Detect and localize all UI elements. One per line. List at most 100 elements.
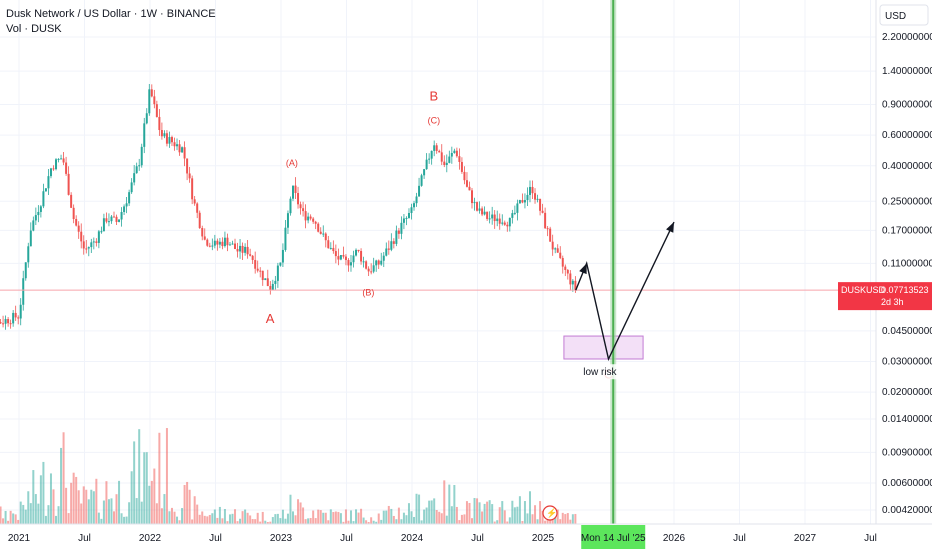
price-tick-label: 0.60000000 xyxy=(882,130,932,141)
volume-bar xyxy=(367,522,370,524)
volume-bar xyxy=(244,509,247,524)
volume-bar xyxy=(286,513,289,524)
volume-bar xyxy=(324,512,327,524)
candle-body xyxy=(387,248,390,250)
candle-body xyxy=(372,265,375,272)
volume-bar xyxy=(75,476,78,524)
candle-body xyxy=(24,262,27,279)
vertical-date-marker[interactable] xyxy=(610,0,617,524)
projection-path[interactable] xyxy=(575,221,675,362)
candle-body xyxy=(339,255,342,260)
candle-body xyxy=(158,116,161,131)
volume-bar xyxy=(92,491,95,524)
candle-body xyxy=(544,212,547,229)
volume-bar xyxy=(319,510,322,524)
zone-label: low risk xyxy=(583,367,617,378)
volume-bar xyxy=(211,513,214,524)
volume-bar xyxy=(213,509,216,524)
wave-labels: A(A)(B)B(C)C xyxy=(266,88,613,381)
time-axis[interactable]: 2021 Jul 2022 Jul 2023 Jul 2024 Jul 2025 2026 Jul 2… xyxy=(0,523,932,550)
volume-bar xyxy=(561,512,564,524)
volume-bar xyxy=(138,429,141,524)
price-tick-label: 0.04500000 xyxy=(882,326,932,337)
volume-bar xyxy=(488,500,491,524)
volume-bar xyxy=(471,518,474,524)
candle-body xyxy=(140,146,143,166)
wave-label: B xyxy=(429,88,438,103)
volume-bar xyxy=(407,503,410,524)
volume-bar xyxy=(281,509,284,524)
volume-bar xyxy=(269,521,272,524)
candle-body xyxy=(523,200,526,203)
candle-body xyxy=(395,230,398,244)
candle-body xyxy=(77,225,80,232)
volume-bar xyxy=(329,509,332,524)
candle-body xyxy=(259,270,262,272)
candle-body xyxy=(342,255,345,257)
currency-button[interactable] xyxy=(879,4,929,26)
volume-bar xyxy=(234,509,237,524)
volume-bar xyxy=(433,498,436,524)
candle-body xyxy=(201,228,204,237)
candle-body xyxy=(455,150,458,157)
volume-bar xyxy=(231,513,234,524)
volume-bar xyxy=(176,516,179,524)
candle-body xyxy=(493,214,496,222)
volume-bar xyxy=(266,522,269,524)
volume-bar xyxy=(165,428,168,524)
volume-bar xyxy=(95,478,98,524)
candle-body xyxy=(87,247,90,249)
candle-body xyxy=(334,251,337,257)
candle-body xyxy=(234,243,237,250)
candle-body xyxy=(286,213,289,228)
candle-body xyxy=(60,158,63,160)
candle-body xyxy=(90,242,93,248)
candle-body xyxy=(478,208,481,211)
price-badge-symbol: DUSKUSD xyxy=(841,285,886,295)
candle-body xyxy=(468,186,471,191)
candle-body xyxy=(314,221,317,224)
candle-body xyxy=(39,206,42,212)
candle-body xyxy=(294,185,297,194)
candle-body xyxy=(516,203,519,213)
candle-body xyxy=(503,222,506,225)
volume-bar xyxy=(455,506,458,524)
volume-bar xyxy=(198,514,201,524)
volume-bar xyxy=(118,480,121,524)
volume-bar xyxy=(228,514,231,524)
price-tick-label: 0.00420000 xyxy=(882,505,932,516)
candle-body xyxy=(256,268,259,271)
flash-icon[interactable] xyxy=(542,505,558,521)
candle-body xyxy=(37,211,40,216)
volume-bar xyxy=(413,516,416,524)
candle-body xyxy=(453,150,456,153)
volume-bar xyxy=(362,517,365,524)
candle-body xyxy=(407,213,410,218)
candle-body xyxy=(491,214,494,219)
time-axis-bg xyxy=(0,524,932,550)
price-tick-label: 0.03000000 xyxy=(882,356,932,367)
candle-body xyxy=(458,156,461,162)
time-tick-label: 2026 xyxy=(663,533,686,544)
candle-body xyxy=(102,218,105,232)
candle-body xyxy=(254,259,257,269)
candle-body xyxy=(385,248,388,256)
volume-bar xyxy=(385,510,388,524)
volume-bar xyxy=(342,521,345,524)
price-badge-countdown: 2d 3h xyxy=(881,297,904,307)
price-axis[interactable]: 2.20000000 1.40000000 0.90000000 0.60000000… xyxy=(875,0,932,550)
volume-bar xyxy=(546,519,549,524)
candle-body xyxy=(29,230,32,247)
candle-body xyxy=(251,255,254,260)
volume-bar xyxy=(539,501,542,524)
volume-bar xyxy=(181,508,184,524)
candle-body xyxy=(155,104,158,117)
price-tick-label: 0.90000000 xyxy=(882,100,932,111)
volume-bar xyxy=(34,494,37,524)
time-tick-label: 2024 xyxy=(401,533,424,544)
volume-bar xyxy=(55,515,58,524)
candle-body xyxy=(445,162,448,165)
candle-body xyxy=(564,266,567,270)
candle-body xyxy=(488,218,491,220)
